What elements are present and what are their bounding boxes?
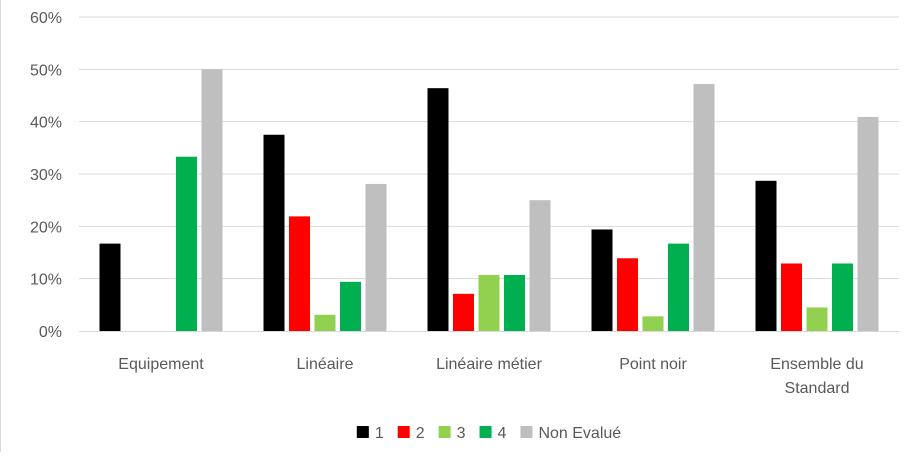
- y-tick-label: 30%: [30, 167, 62, 184]
- x-tick-label: Standard: [785, 380, 850, 397]
- y-tick-label: 50%: [30, 62, 62, 79]
- bar-series-4-cat-5: [832, 263, 853, 331]
- legend-swatch-3: [438, 426, 451, 438]
- y-tick-label: 20%: [30, 219, 62, 236]
- legend-label-4: 4: [498, 425, 507, 442]
- y-tick-label: 10%: [30, 272, 62, 289]
- y-tick-label: 0%: [39, 324, 62, 341]
- bar-series-1-cat-3: [427, 88, 449, 331]
- bar-series-3-cat-3: [478, 275, 500, 331]
- legend-label-3: 3: [457, 425, 466, 442]
- bar-series-2-cat-2: [289, 216, 310, 331]
- bar-series-4-cat-3: [504, 275, 525, 331]
- bar-series-1-cat-1: [99, 243, 121, 331]
- bar-series-3-cat-5: [806, 307, 828, 331]
- bar-series-1-cat-5: [755, 180, 777, 331]
- legend: 1 2 3 4 Non Evalué: [356, 425, 621, 442]
- legend-label-1: 1: [375, 425, 384, 442]
- legend-swatch-2: [397, 426, 410, 438]
- bar-series-5-cat-1: [201, 69, 223, 331]
- legend-label-5: Non Evalué: [538, 425, 621, 442]
- bar-series-5-cat-5: [857, 116, 879, 331]
- bar-series-5-cat-3: [529, 200, 551, 331]
- bar-series-5-cat-4: [693, 83, 715, 331]
- legend-swatch-4: [479, 426, 492, 438]
- x-tick-label: Equipement: [118, 356, 204, 373]
- legend-label-2: 2: [416, 425, 425, 442]
- y-tick-label: 60%: [30, 10, 62, 27]
- legend-swatch-5: [520, 426, 533, 438]
- bar-series-3-cat-4: [642, 316, 664, 331]
- bars: [99, 69, 879, 331]
- y-tick-label: 40%: [30, 115, 62, 132]
- bar-series-4-cat-1: [176, 156, 197, 331]
- bar-series-3-cat-2: [314, 314, 336, 331]
- x-tick-label: Point noir: [619, 356, 687, 373]
- x-axis-tick-labels: Equipement Linéaire Linéaire métier Point n…: [118, 356, 863, 397]
- y-axis-tick-labels: 0% 10% 20% 30% 40% 50% 60%: [30, 10, 62, 341]
- bar-series-2-cat-4: [617, 258, 638, 331]
- bar-series-2-cat-3: [453, 293, 474, 331]
- x-tick-label: Linéaire: [297, 356, 354, 373]
- x-tick-label: Ensemble du: [770, 356, 863, 373]
- bar-series-5-cat-2: [365, 183, 387, 331]
- x-tick-label: Linéaire métier: [436, 356, 543, 373]
- bar-series-2-cat-5: [781, 263, 802, 331]
- bar-series-1-cat-4: [591, 229, 613, 331]
- legend-swatch-1: [356, 426, 369, 438]
- bar-series-4-cat-4: [668, 243, 689, 331]
- bar-series-4-cat-2: [340, 281, 361, 331]
- bar-series-1-cat-2: [263, 134, 285, 331]
